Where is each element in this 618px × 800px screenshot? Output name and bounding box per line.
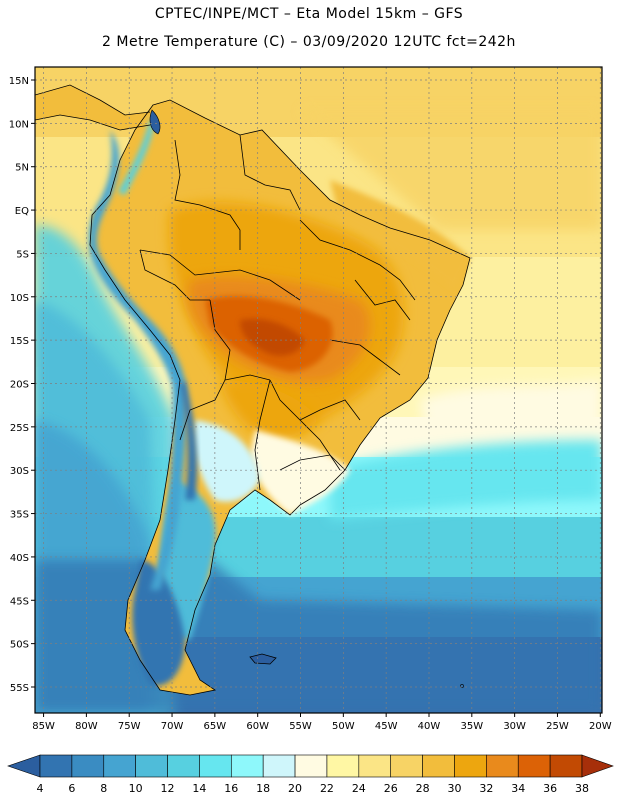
lat-tick-label: 10S: [10, 293, 29, 304]
colorbar-label: 34: [511, 782, 525, 795]
colorbar-label: 12: [161, 782, 175, 795]
colorbar-swatch: [422, 754, 455, 778]
lon-tick-label: 40W: [418, 721, 441, 732]
colorbar-label: 14: [192, 782, 206, 795]
colorbar-label: 20: [288, 782, 302, 795]
lon-tick-label: 35W: [461, 721, 484, 732]
colorbar-swatch: [167, 754, 200, 778]
lat-tick-label: 15S: [10, 336, 29, 347]
colorbar-swatch: [230, 754, 264, 778]
colorbar-label: 24: [352, 782, 366, 795]
colorbar-swatch: [486, 754, 519, 778]
lon-tick-label: 30W: [503, 721, 526, 732]
map-title-line-2: 2 Metre Temperature (C) – 03/09/2020 12U…: [102, 34, 516, 50]
colorbar-swatch: [358, 754, 392, 778]
lat-tick-label: 45S: [10, 596, 29, 607]
lon-tick-label: 20W: [589, 721, 612, 732]
colorbar-swatch: [454, 754, 487, 778]
colorbar-swatch: [294, 754, 328, 778]
colorbar-label: 6: [68, 782, 75, 795]
colorbar-swatch: [517, 754, 551, 778]
lon-tick-label: 70W: [161, 721, 184, 732]
colorbar-label: 32: [479, 782, 493, 795]
colorbar-swatch: [326, 754, 360, 778]
lat-tick-label: 15N: [9, 76, 29, 87]
colorbar-swatch: [199, 754, 232, 778]
lat-tick-label: 10N: [9, 119, 29, 130]
country-borders: [35, 84, 471, 696]
colorbar-label: 16: [224, 782, 238, 795]
colorbar-label: 26: [384, 782, 398, 795]
colorbar-arrow-low: [7, 754, 41, 778]
colorbar-label: 10: [129, 782, 143, 795]
colorbar-swatch: [39, 754, 73, 778]
temperature-field: [35, 67, 602, 713]
lat-tick-label: 5N: [15, 163, 29, 174]
colorbar-label: 4: [37, 782, 44, 795]
colorbar-swatch: [262, 754, 296, 778]
lat-tick-label: 35S: [10, 510, 29, 521]
colorbar-label: 36: [543, 782, 557, 795]
map-title-line-1: CPTEC/INPE/MCT – Eta Model 15km – GFS: [154, 6, 464, 22]
lat-tick-label: 40S: [10, 553, 29, 564]
colorbar-label: 8: [100, 782, 107, 795]
colorbar-label: 30: [447, 782, 461, 795]
lon-tick-label: 65W: [204, 721, 227, 732]
lon-tick-label: 85W: [32, 721, 55, 732]
lat-tick-label: 25S: [10, 423, 29, 434]
colorbar-swatch: [71, 754, 105, 778]
lon-tick-label: 75W: [118, 721, 141, 732]
colorbar-swatch: [549, 754, 583, 778]
lat-tick-label: EQ: [15, 206, 29, 217]
latitude-axis: 15N 10N 5N EQ 5S 10S 15S 20S 25S 30S 35S 40S 45S 50S 5…: [9, 76, 35, 694]
lon-tick-label: 50W: [332, 721, 355, 732]
lat-tick-label: 20S: [10, 379, 29, 390]
lat-tick-label: 5S: [16, 249, 29, 260]
lon-tick-label: 60W: [246, 721, 269, 732]
map-frame: [34, 66, 603, 714]
colorbar-swatch: [103, 754, 136, 778]
colorbar-label: 18: [256, 782, 270, 795]
colorbar-swatch: [135, 754, 168, 778]
lon-tick-label: 25W: [546, 721, 569, 732]
lat-tick-label: 55S: [10, 683, 29, 694]
lat-tick-label: 30S: [10, 466, 29, 477]
lon-tick-label: 45W: [375, 721, 398, 732]
lon-tick-label: 80W: [75, 721, 98, 732]
color-bar: 4 6 8 10 12 14 16 18 20 22 24 26 28 30 32 34 36 38: [7, 754, 614, 795]
colorbar-arrow-high: [581, 754, 614, 778]
colorbar-label: 22: [320, 782, 334, 795]
colorbar-label: 38: [575, 782, 589, 795]
longitude-axis: 85W 80W 75W 70W 65W 60W 55W 50W 45W 40W 35W 30W 25W 2…: [32, 713, 612, 732]
colorbar-swatch: [390, 754, 423, 778]
lat-tick-label: 50S: [10, 640, 29, 651]
lon-tick-label: 55W: [289, 721, 312, 732]
colorbar-label: 28: [416, 782, 430, 795]
